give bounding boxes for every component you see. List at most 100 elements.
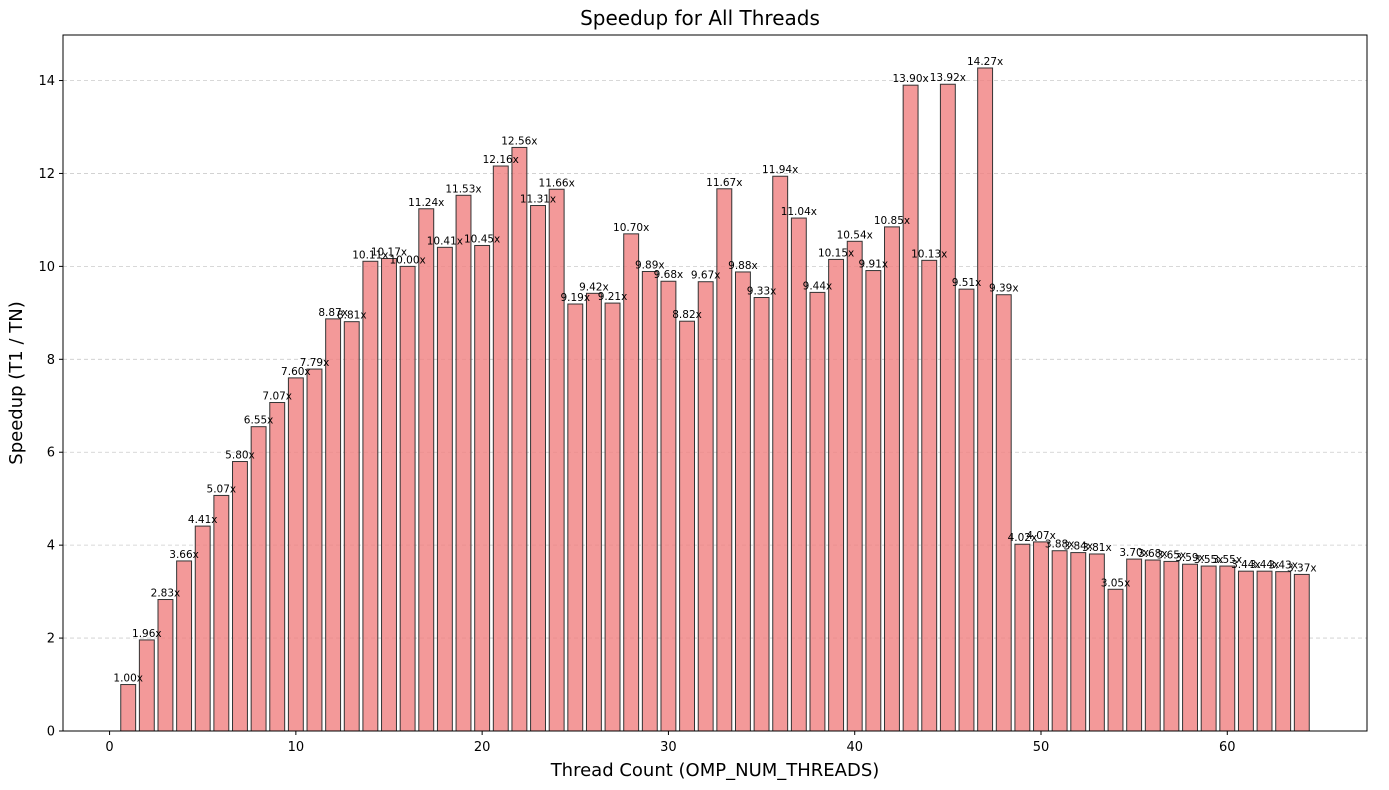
bar	[1275, 571, 1292, 732]
bar	[1144, 559, 1161, 732]
bar	[1014, 543, 1031, 732]
bar	[362, 260, 379, 732]
data-label: 3.81x	[1082, 542, 1112, 554]
data-label: 4.02x	[1008, 532, 1038, 544]
data-label: 9.89x	[635, 259, 665, 271]
bar	[1033, 541, 1049, 732]
y-axis-label: Speedup (T1 / TN)	[6, 301, 27, 464]
bar	[325, 318, 342, 732]
data-label: 11.24x	[408, 197, 444, 209]
x-tick-label: 60	[1219, 740, 1236, 755]
bar	[306, 368, 323, 732]
bar	[176, 560, 193, 732]
axes: 0 2 4 6 8 10 12 14 0 10 20 30 40 50 60	[38, 74, 1235, 755]
bar	[846, 240, 863, 732]
data-label: 3.44x	[1231, 559, 1261, 571]
data-label: 10.15x	[818, 247, 854, 259]
bar	[921, 259, 938, 732]
y-tick-label: 2	[47, 632, 55, 647]
data-label: 10.41x	[427, 235, 463, 247]
bar	[604, 302, 621, 732]
y-tick-label: 6	[47, 446, 55, 461]
data-label: 3.44x	[1250, 559, 1280, 571]
data-label: 9.88x	[728, 260, 758, 272]
y-tick-label: 10	[38, 260, 55, 275]
data-label: 9.33x	[747, 286, 777, 298]
data-label: 6.55x	[244, 415, 274, 427]
data-label: 3.55x	[1212, 554, 1242, 566]
data-labels: 1.00x 1.96x 2.83x 3.66x 4.41x 5.07x 5.80x 6.55x…	[113, 56, 1316, 685]
y-tick-label: 14	[38, 74, 55, 89]
bar	[734, 271, 751, 732]
data-label: 13.92x	[930, 72, 966, 84]
data-label: 9.21x	[598, 291, 628, 303]
bar	[492, 165, 509, 732]
data-label: 3.84x	[1063, 541, 1093, 553]
data-label: 9.19x	[560, 292, 590, 304]
data-label: 10.13x	[911, 248, 947, 260]
bar	[567, 303, 584, 732]
data-label: 10.11x	[352, 249, 388, 261]
bar	[530, 205, 546, 732]
data-label: 1.96x	[132, 628, 162, 640]
data-label: 13.90x	[892, 73, 928, 85]
data-label: 14.27x	[967, 56, 1003, 68]
data-label: 10.17x	[371, 246, 407, 258]
bar	[641, 270, 658, 732]
bar	[381, 257, 397, 732]
bar	[585, 292, 602, 732]
y-tick-label: 4	[47, 539, 55, 554]
data-label: 10.70x	[613, 222, 649, 234]
x-axis-label: Thread Count (OMP_NUM_THREADS)	[550, 760, 880, 781]
y-tick-label: 12	[38, 167, 55, 182]
data-label: 3.66x	[169, 549, 199, 561]
bar	[995, 294, 1012, 732]
data-label: 3.70x	[1119, 547, 1149, 559]
bar	[436, 246, 453, 732]
data-label: 3.65x	[1157, 549, 1187, 561]
bar	[977, 67, 994, 732]
bar	[418, 208, 435, 732]
bar	[138, 639, 155, 732]
data-label: 9.68x	[654, 269, 684, 281]
bar	[455, 194, 472, 732]
plot-frame	[62, 34, 1368, 732]
bar	[250, 426, 267, 732]
bar	[157, 599, 174, 732]
x-tick-label: 10	[288, 740, 305, 755]
y-tick-label: 0	[47, 725, 55, 740]
data-label: 7.60x	[281, 366, 311, 378]
bar	[865, 270, 882, 732]
data-label: 7.07x	[262, 391, 292, 403]
x-tick-label: 0	[105, 740, 113, 755]
data-label: 3.59x	[1175, 552, 1205, 564]
bar	[790, 217, 807, 732]
data-label: 9.67x	[691, 270, 721, 282]
bar	[697, 281, 714, 732]
data-label: 5.07x	[207, 483, 237, 495]
bar	[1163, 560, 1180, 732]
data-label: 3.05x	[1101, 577, 1131, 589]
data-label: 12.16x	[483, 154, 519, 166]
data-label: 4.07x	[1026, 530, 1056, 542]
bar	[902, 84, 919, 732]
bar	[213, 494, 230, 732]
bar	[660, 280, 677, 732]
bar	[511, 146, 528, 732]
data-label: 3.37x	[1287, 562, 1317, 574]
bar	[343, 321, 360, 732]
bar	[958, 288, 975, 732]
data-label: 2.83x	[151, 588, 181, 600]
data-label: 12.56x	[501, 135, 537, 147]
bar	[1237, 570, 1254, 732]
data-label: 11.31x	[520, 194, 556, 206]
bar	[269, 402, 286, 732]
data-label: 5.80x	[225, 450, 255, 462]
bar	[1256, 570, 1273, 732]
bar	[809, 291, 826, 732]
x-tick-label: 50	[1033, 740, 1050, 755]
data-label: 11.53x	[445, 183, 481, 195]
data-label: 3.88x	[1045, 539, 1075, 551]
x-tick-label: 20	[474, 740, 491, 755]
